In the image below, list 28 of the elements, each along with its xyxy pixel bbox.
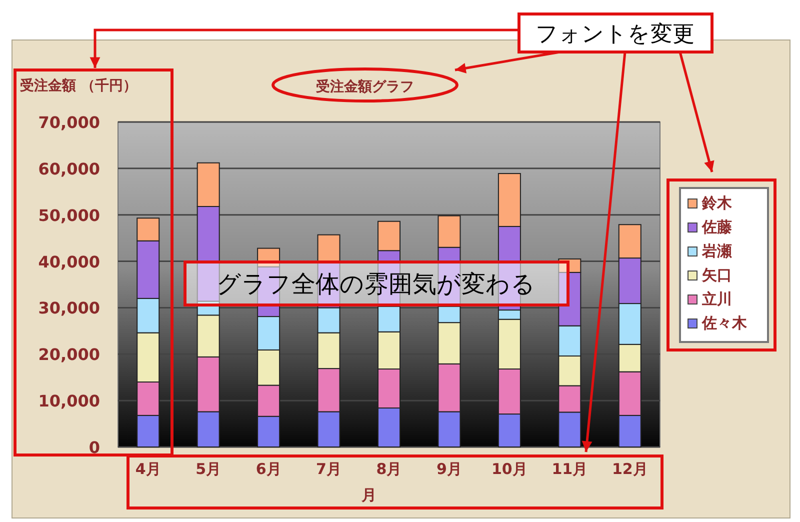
text: 立川 [702, 290, 732, 308]
y-tick-label: 20,000 [38, 345, 100, 364]
chart-title: 受注金額グラフ [315, 78, 414, 95]
legend-label: 鈴木 [701, 194, 733, 212]
annotation: グラフ全体の雰囲気が変わる [216, 270, 536, 298]
y-tick-label: 0 [88, 438, 100, 457]
legend-label: 佐々木 [701, 314, 748, 332]
x-tick-label: 7月 [316, 460, 342, 478]
y-tick-label: 10,000 [38, 392, 100, 411]
legend-label: 矢口 [701, 266, 732, 284]
x-tick-label: 5月 [196, 460, 222, 478]
y-axis-title: 受注金額 （千円） [19, 77, 137, 94]
y-tick-label: 50,000 [38, 206, 100, 225]
y-tick-label: 30,000 [38, 298, 100, 318]
text: フォントを変更 [536, 22, 694, 47]
x-tick-label: 10月 [492, 460, 528, 478]
x-tick-label: 11月 [552, 460, 588, 478]
x-tick-label: 9月 [436, 460, 462, 478]
x-tick-label: 8月 [376, 460, 402, 478]
x-tick-label: 4月 [135, 460, 161, 478]
y-tick-label: 40,000 [38, 252, 100, 272]
y-tick-label: 70,000 [38, 113, 100, 132]
legend-label: 佐藤 [701, 218, 732, 236]
x-axis-title: 月 [360, 486, 376, 504]
legend-label: 岩瀬 [701, 242, 732, 260]
x-tick-label: 6月 [256, 460, 282, 478]
y-tick-label: 60,000 [38, 159, 100, 178]
x-tick-label: 12月 [612, 460, 648, 478]
